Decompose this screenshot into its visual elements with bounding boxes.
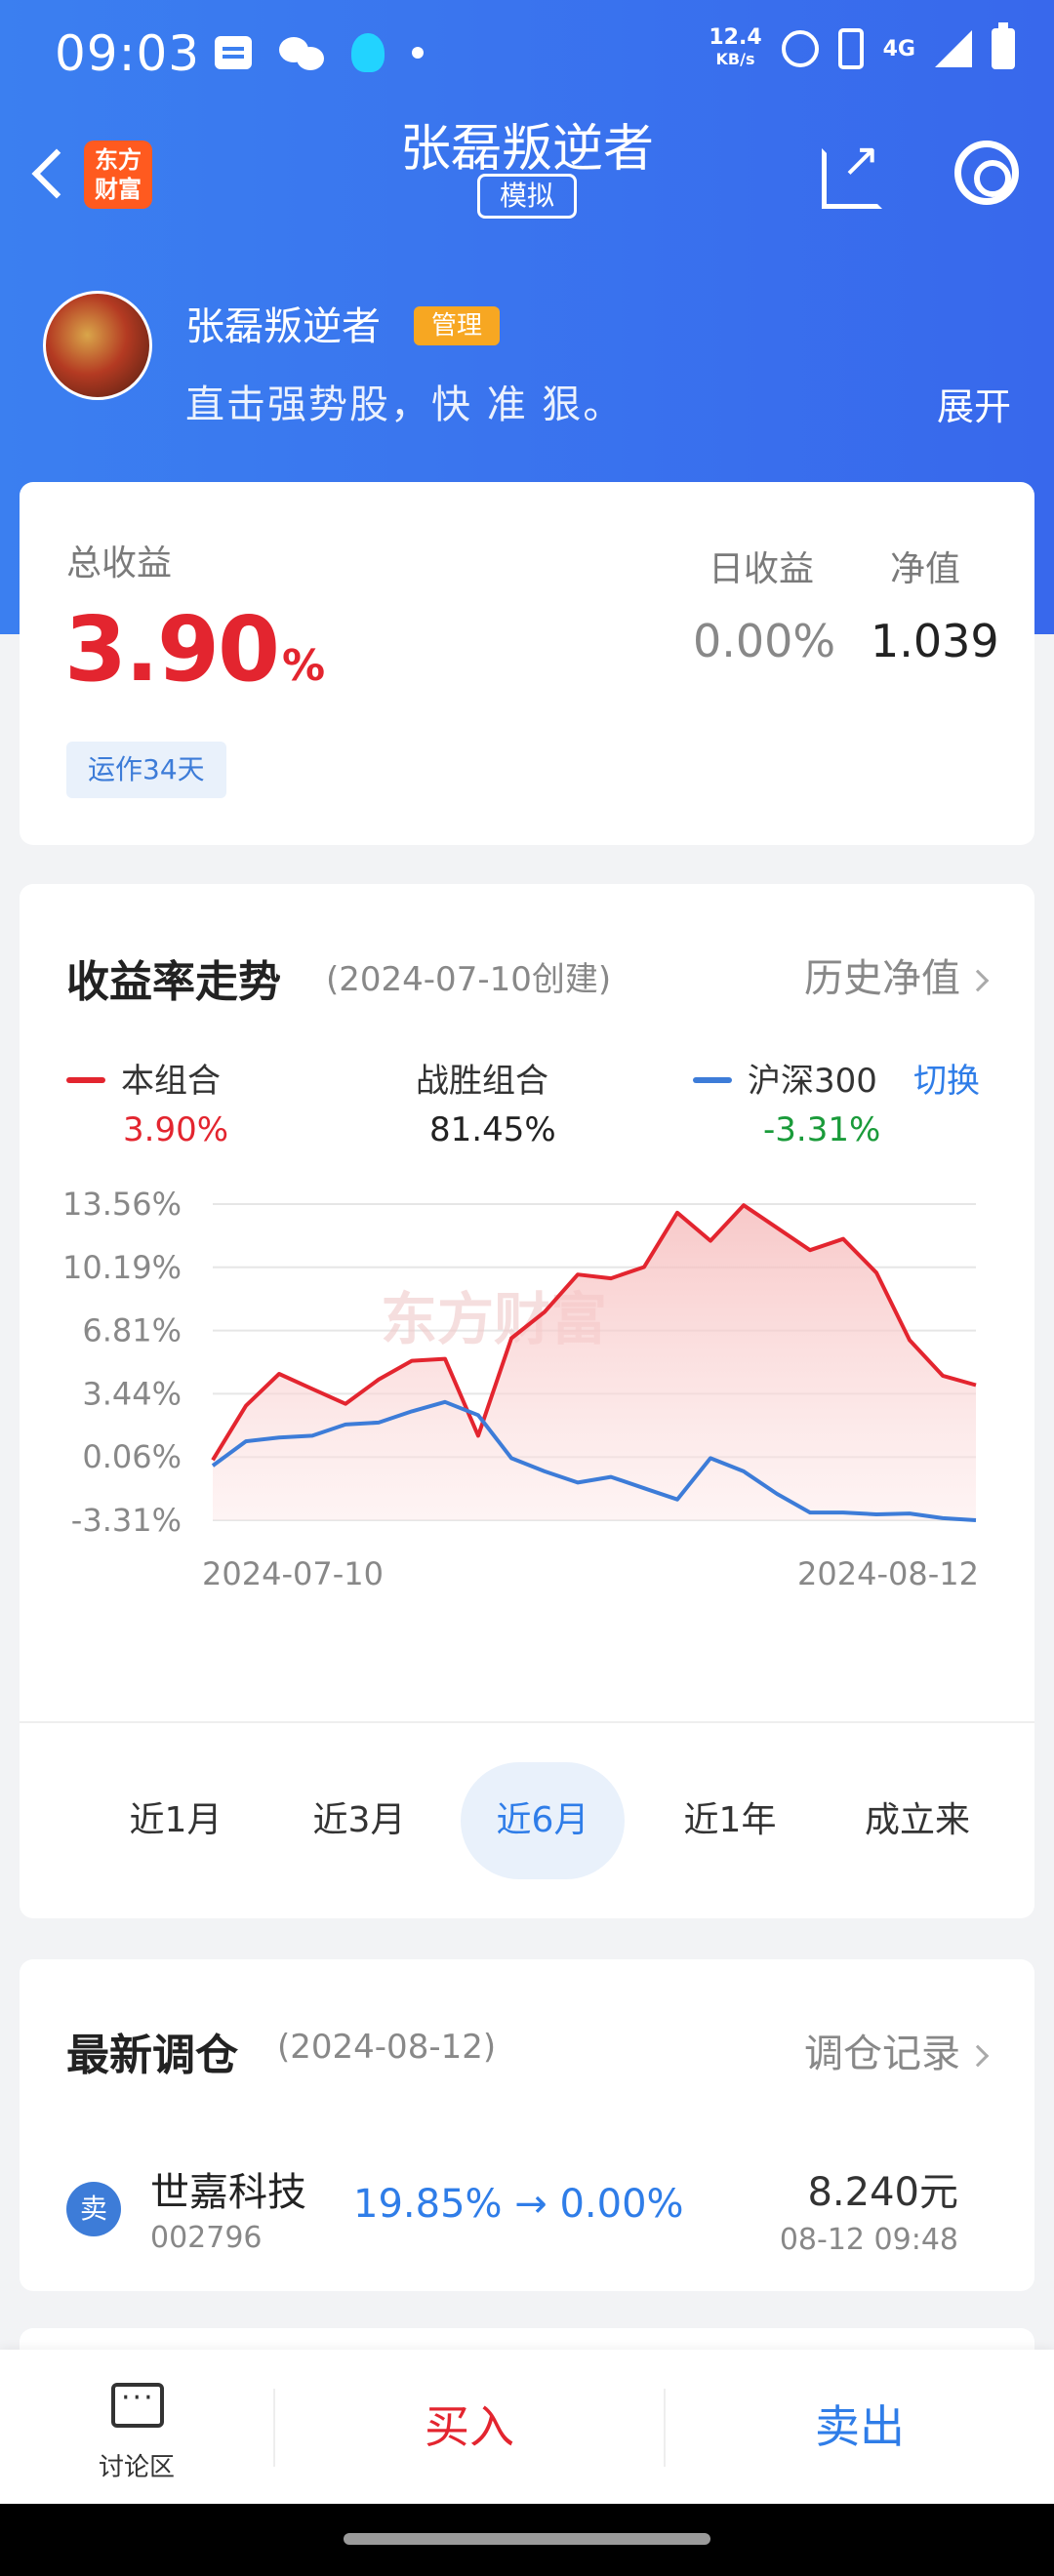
portfolio-description: 直击强势股，快 准 狠。 [185,382,625,427]
page-title: 张磊叛逆者 [399,120,654,179]
y-tick-label: 10.19% [62,1249,182,1286]
portfolio-legend-name: 本组合 [121,1062,221,1101]
position-change: 19.85% → 0.00% [353,2182,684,2227]
portfolio-area [213,1205,976,1520]
brand-logo[interactable]: 东方财富 [84,141,152,209]
divider [664,2389,666,2467]
sell-button[interactable]: 卖出 [815,2400,905,2453]
notification-icons [215,33,424,72]
return-trend-chart[interactable]: 东方财富 13.56%10.19%6.81%3.44%0.06%-3.31% 2… [20,1177,1034,1606]
index-legend-swatch [693,1077,732,1083]
wechat-icon [279,35,324,70]
status-bar: 09:03 12.4 KB/s 4G [0,0,1054,107]
total-return-value: 3.90% [64,597,325,702]
discussion-button[interactable]: 讨论区 [0,2350,273,2504]
message-icon [215,36,252,69]
trend-title: 收益率走势 [66,957,281,1007]
discussion-label: 讨论区 [98,2453,175,2482]
time-range-tabs: 近1月 近3月 近6月 近1年 成立来 [20,1762,1034,1879]
rebalance-title: 最新调仓 [66,2031,238,2080]
bottom-action-bar: 讨论区 买入 卖出 [0,2350,1054,2504]
system-icons: 12.4 KB/s 4G [709,22,1015,70]
share-button[interactable] [822,133,884,209]
chevron-right-icon [966,2044,990,2068]
total-return-label: 总收益 [66,543,173,584]
home-gesture-handle[interactable] [344,2533,710,2545]
beat-legend-name: 战胜组合 [416,1062,548,1101]
portfolio-legend-value: 3.90% [123,1110,229,1149]
beat-legend-value: 81.45% [429,1110,556,1149]
range-tab[interactable]: 近6月 [461,1762,625,1879]
chat-icon [111,2381,164,2428]
daily-return-label: 日收益 [709,549,815,589]
latest-rebalance-card: 最新调仓 (2024-08-12) 调仓记录 卖 世嘉科技 002796 19.… [20,1959,1034,2291]
avatar[interactable] [43,291,152,400]
trend-created-date: (2024-07-10创建) [326,960,612,999]
chevron-right-icon [966,969,990,992]
trade-time: 08-12 09:48 [779,2223,958,2257]
portfolio-series-line [211,1203,977,1462]
divider [20,1721,1034,1723]
owner-name: 张磊叛逆者 [185,304,381,349]
run-days-badge: 运作34天 [66,742,226,798]
range-tab[interactable]: 近1月 [129,1800,223,1840]
system-navigation-bar [0,2504,1054,2576]
x-axis-end-label: 2024-08-12 [797,1555,979,1592]
history-nav-link[interactable]: 历史净值 [804,946,990,1003]
index-legend-value: -3.31% [763,1110,881,1149]
range-tab[interactable]: 近1年 [683,1800,777,1840]
signal-icon [935,30,972,67]
more-notifications-icon [412,47,424,59]
switch-benchmark-button[interactable]: 切换 [913,1062,980,1101]
y-tick-label: -3.31% [71,1502,182,1539]
rebalance-date: (2024-08-12) [277,2028,497,2067]
alarm-icon [781,30,819,67]
returns-summary-card: 总收益 3.90% 运作34天 日收益 0.00% 净值 1.039 [20,482,1034,845]
index-legend-name: 沪深300 [748,1062,877,1101]
portfolio-legend-swatch [66,1077,105,1083]
buy-button[interactable]: 买入 [425,2400,514,2453]
net-value-label: 净值 [890,549,961,589]
trade-price: 8.240元 [807,2170,958,2215]
y-tick-label: 6.81% [82,1312,182,1349]
net-value: 1.039 [871,615,999,667]
divider [273,2389,275,2467]
expand-button[interactable]: 展开 [936,385,1011,428]
y-tick-label: 0.06% [82,1438,182,1475]
admin-badge: 管理 [414,306,500,345]
y-tick-label: 13.56% [62,1186,182,1223]
status-time: 09:03 [55,25,201,82]
sell-action-badge: 卖 [66,2182,121,2236]
range-tab[interactable]: 成立来 [864,1800,970,1840]
battery-icon [992,22,1015,69]
x-axis-start-label: 2024-07-10 [202,1555,384,1592]
return-trend-card: 收益率走势 (2024-07-10创建) 历史净值 本组合 3.90% 战胜组合… [20,884,1034,1918]
index-series-line [211,1399,977,1522]
daily-return-value: 0.00% [693,615,836,667]
range-tab[interactable]: 近3月 [312,1800,406,1840]
network-speed: 12.4 KB/s [709,25,762,69]
top-nav: 东方财富 张磊叛逆者 模拟 [0,107,1054,244]
simulation-tag: 模拟 [477,174,577,219]
rebalance-history-link[interactable]: 调仓记录 [804,2022,990,2078]
vibrate-icon [837,28,864,69]
network-type: 4G [882,36,915,61]
y-tick-label: 3.44% [82,1375,182,1412]
qq-icon [351,33,385,72]
stock-name: 世嘉科技 [150,2170,306,2215]
portfolio-profile: 张磊叛逆者 管理 直击强势股，快 准 狠。 展开 [0,283,1054,429]
stock-code: 002796 [150,2221,263,2255]
settings-button[interactable] [954,141,1019,205]
